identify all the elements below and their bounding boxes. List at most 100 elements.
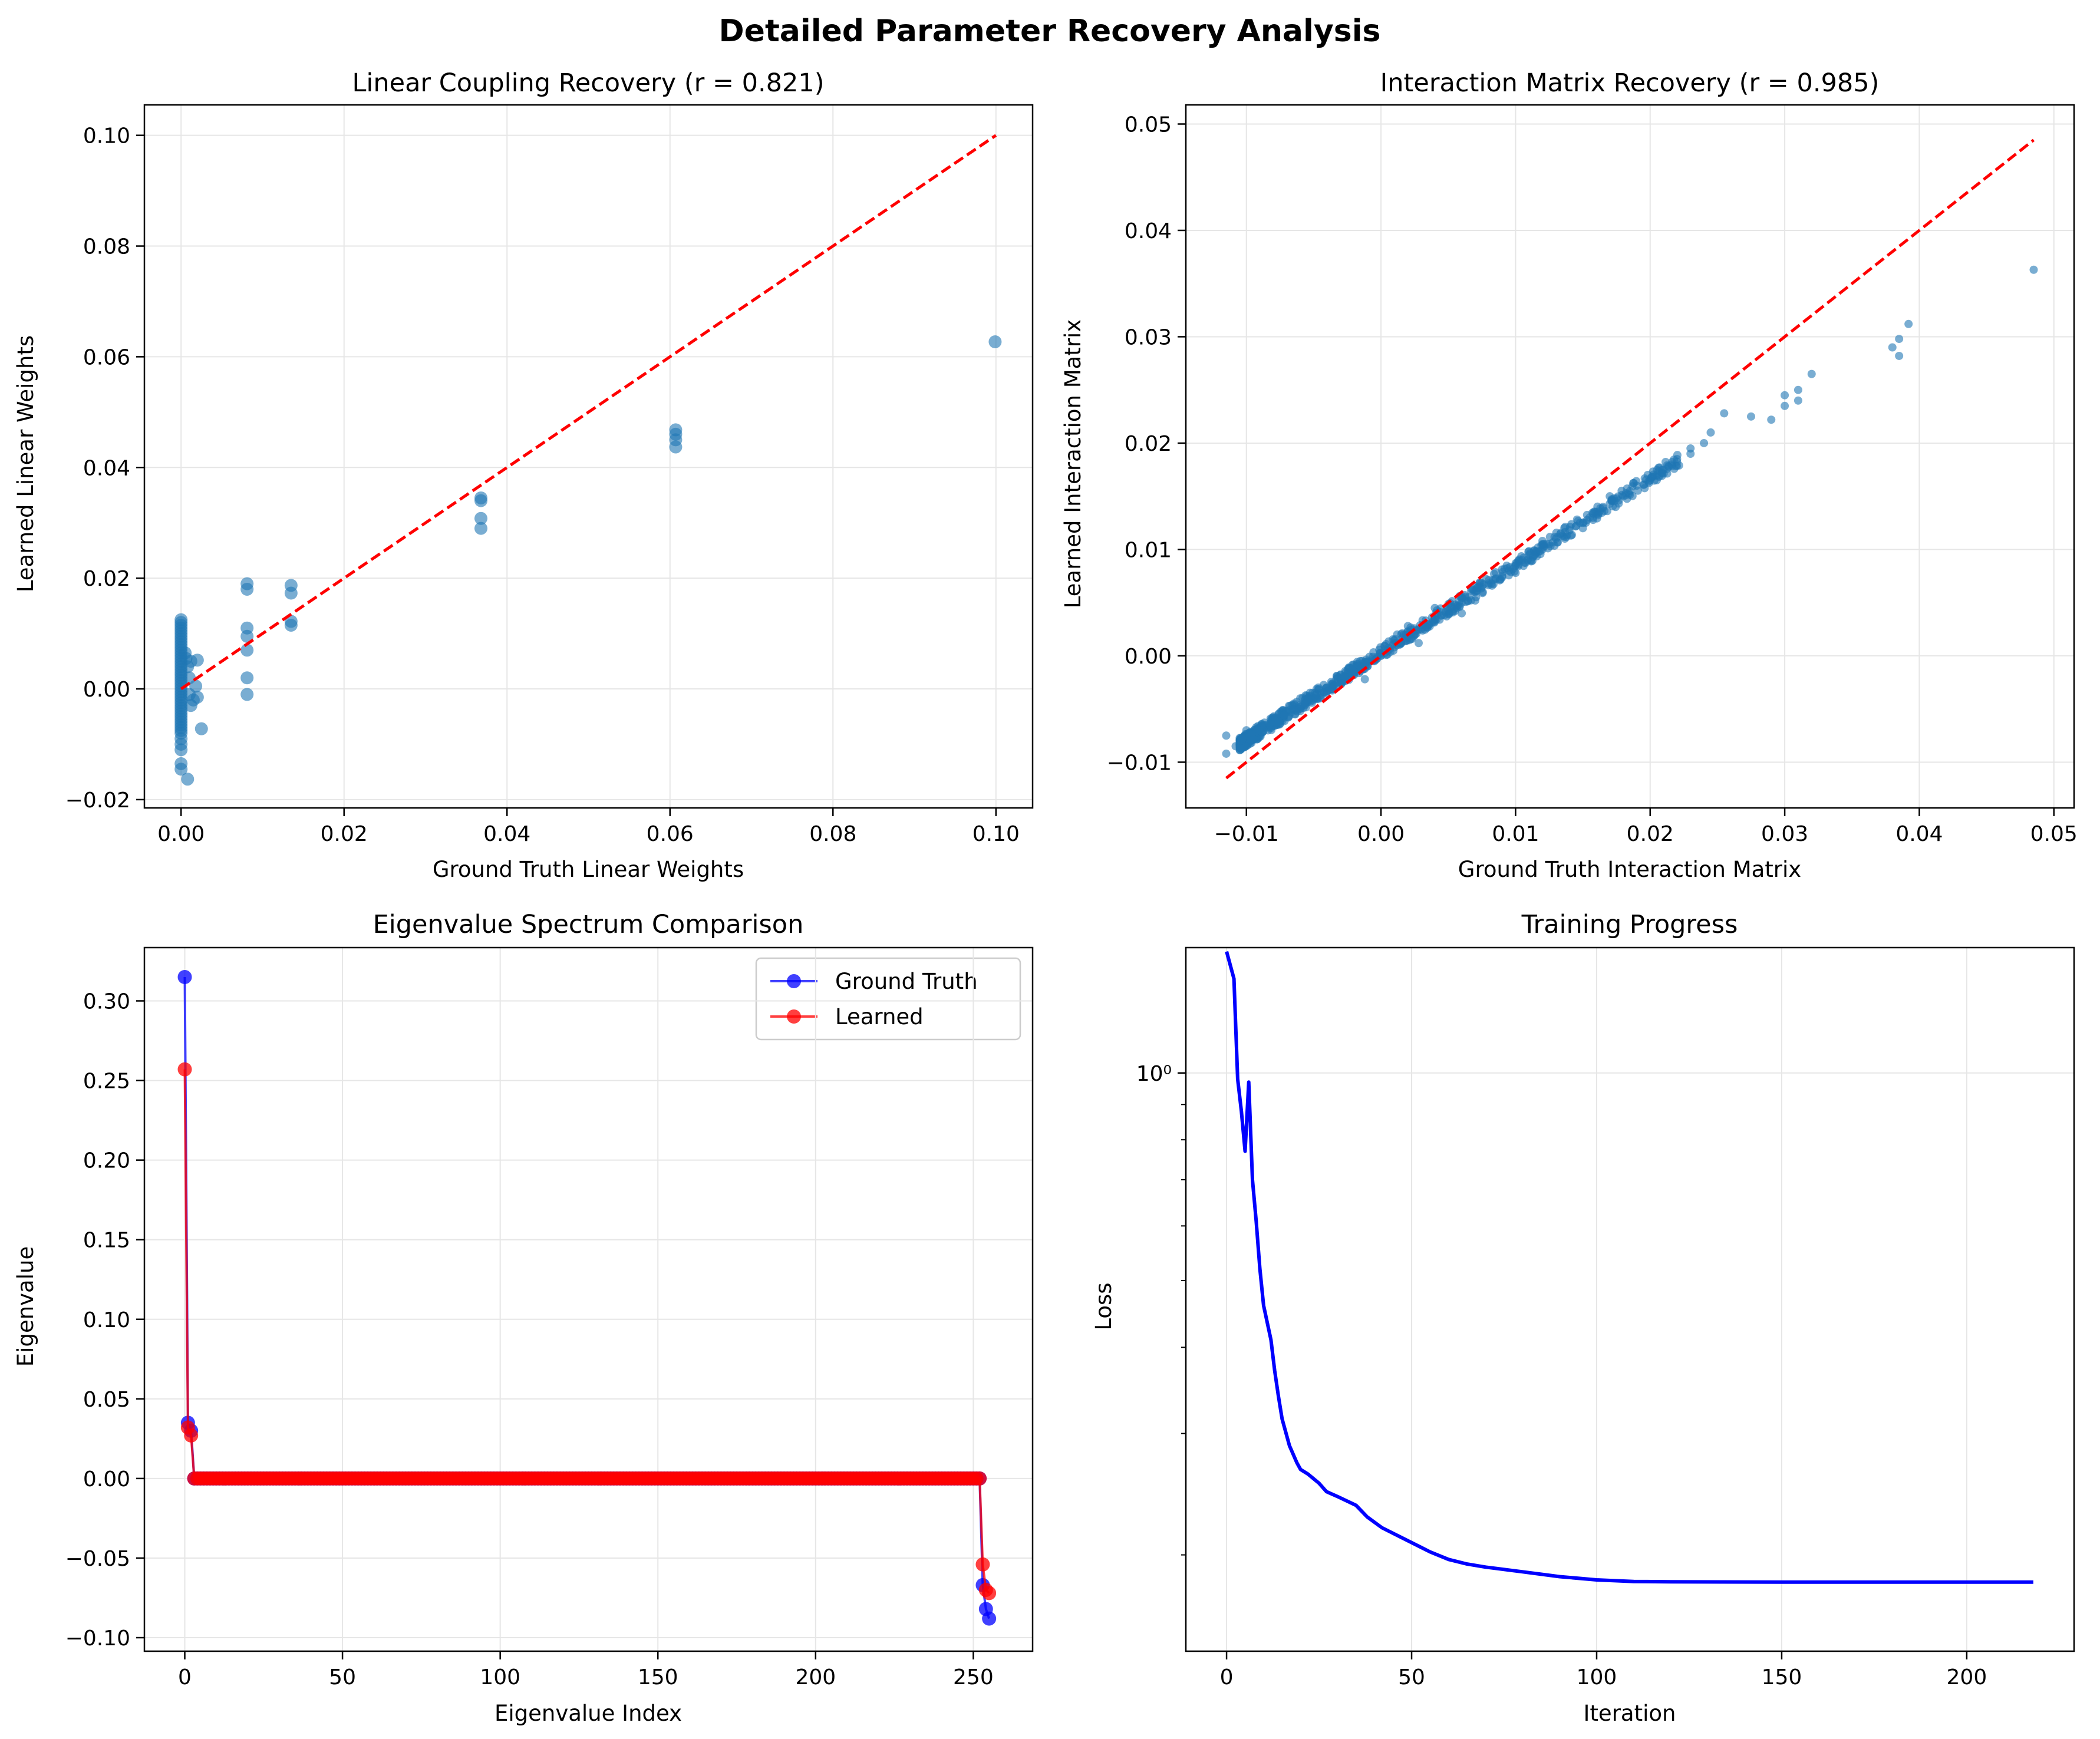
matrix-y-tick-label: 0.05 [1125,113,1172,137]
linear-y-tick-label: 0.10 [83,124,130,149]
matrix-scatter-point [2029,265,2038,274]
matrix-x-tick-label: −0.01 [1214,822,1279,846]
legend-learned-label: Learned [835,1004,924,1029]
matrix-scatter-point [1475,578,1484,587]
matrix-scatter-point [1807,369,1816,378]
matrix-scatter-point [1720,409,1729,418]
eigen-y-tick-label: 0.25 [83,1070,130,1094]
eigen-learned-point [177,1062,192,1077]
linear-x-label: Ground Truth Linear Weights [433,857,744,882]
linear-scatter-point [184,699,197,712]
matrix-scatter-point [1340,672,1349,681]
linear-ticks: 0.00 0.02 0.04 0.06 0.08 0.10 −0.02 0.00 0.02 0.0… [65,124,1020,846]
eigen-panel-title: Eigenvalue Spectrum Comparison [373,910,804,939]
linear-scatter-point [174,743,188,757]
matrix-scatter-point [1674,461,1683,470]
linear-x-tick-label: 0.02 [321,822,368,846]
matrix-y-tick-label: 0.02 [1125,432,1172,456]
eigen-learned-line [183,1069,990,1594]
eigen-x-label: Eigenvalue Index [494,1701,682,1726]
eigen-x-tick-label: 150 [638,1665,678,1689]
matrix-y-tick-label: 0.01 [1125,538,1172,562]
matrix-scatter-point [1663,461,1672,470]
matrix-y-tick-label: 0.00 [1125,645,1172,669]
eigen-x-tick-label: 50 [329,1665,356,1689]
matrix-scatter-point [1529,551,1538,560]
matrix-scatter-point [1222,731,1231,740]
matrix-scatter-point [1249,735,1258,744]
legend-ground-truth-marker [787,974,801,988]
matrix-scatter-point [1574,517,1583,526]
eigen-ground-truth-line [183,976,991,1619]
eigen-y-tick-label: 0.00 [83,1467,130,1491]
linear-scatter-point [669,440,683,454]
matrix-scatter-point [1608,496,1617,504]
linear-x-tick-label: 0.08 [809,822,856,846]
matrix-scatter-point [1289,705,1298,714]
eigen-x-tick-label: 250 [953,1665,994,1689]
eigen-learned-point [975,1557,990,1572]
matrix-axes-frame [1185,104,2075,809]
matrix-scatter-point [1614,492,1623,501]
matrix-x-tick-label: 0.05 [2030,822,2078,846]
matrix-scatter-point [1895,335,1904,344]
matrix-y-label: Learned Interaction Matrix [1060,319,1086,608]
matrix-scatter-point [1280,711,1288,720]
matrix-scatter-point [1648,473,1657,481]
matrix-scatter-point [1567,520,1576,529]
matrix-scatter-point [1467,596,1476,605]
matrix-scatter-point [1458,609,1466,618]
eigen-ground-truth-point [982,1611,997,1626]
matrix-scatter-point [1657,468,1666,477]
eigen-y-tick-label: 0.10 [83,1308,130,1332]
matrix-scatter-point [1888,343,1897,352]
linear-x-tick-label: 0.10 [972,822,1020,846]
matrix-scatter-point [1267,725,1276,734]
loss-x-tick-label: 0 [1220,1665,1234,1689]
loss-curve [1225,951,2033,1584]
matrix-scatter-point [1328,680,1337,689]
linear-x-tick-label: 0.06 [647,822,694,846]
linear-scatter-point [474,512,488,525]
linear-scatter-point [240,688,254,701]
matrix-scatter-point [1581,519,1590,527]
linear-scatter-point [179,652,193,665]
matrix-scatter-point [1360,658,1369,666]
matrix-scatter-point [1561,527,1570,536]
linear-panel-title: Linear Coupling Recovery (r = 0.821) [352,68,824,98]
matrix-scatter-point [1700,438,1709,447]
linear-x-tick-label: 0.00 [157,822,205,846]
matrix-scatter-point [1295,705,1304,714]
matrix-scatter-point [1496,575,1505,583]
matrix-x-tick-label: 0.01 [1492,822,1539,846]
loss-x-tick-label: 100 [1577,1665,1617,1689]
linear-scatter-point [189,679,203,693]
loss-y-tick-label: 10⁰ [1136,1062,1172,1086]
matrix-scatter-point [1222,749,1231,758]
eigen-x-tick-label: 100 [480,1665,520,1689]
eigen-ticks: 0 50 100 150 200 250 −0.10 −0.05 0.00 0.05 0.10 0.1… [65,989,994,1689]
matrix-scatter-point [1273,721,1282,730]
matrix-scatter-point [1794,396,1802,405]
eigen-legend: Ground Truth Learned [755,957,1021,1041]
matrix-scatter-point [1639,480,1648,489]
legend-box [755,957,1021,1041]
linear-scatter-point [474,522,488,535]
legend-learned-marker [787,1009,801,1024]
loss-panel-title: Training Progress [1521,910,1738,939]
matrix-scatter-point [1487,579,1496,588]
eigen-learned-point [972,1471,987,1486]
linear-y-tick-label: −0.02 [65,788,130,813]
eigen-y-tick-label: 0.30 [83,989,130,1014]
linear-y-tick-label: 0.08 [83,235,130,259]
matrix-scatter-point [1706,428,1715,437]
matrix-scatter-point [1553,538,1562,547]
matrix-scatter-point [1238,734,1247,743]
eigen-y-tick-label: −0.10 [65,1626,130,1651]
matrix-scatter-point [1375,645,1384,654]
eigen-x-tick-label: 0 [178,1665,192,1689]
legend-ground-truth-label: Ground Truth [835,969,978,994]
loss-x-tick-label: 50 [1398,1665,1425,1689]
interaction-matrix-panel: Interaction Matrix Recovery (r = 0.985) … [1060,68,2078,882]
